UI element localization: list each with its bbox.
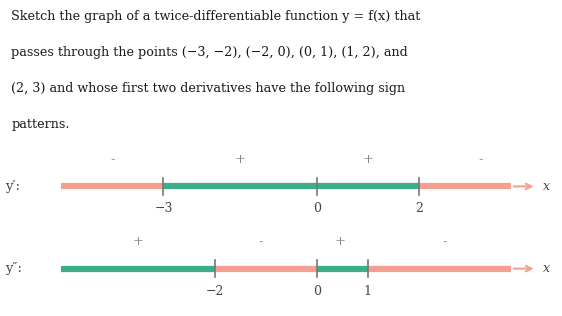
Text: +: + bbox=[362, 153, 373, 166]
Text: +: + bbox=[234, 153, 246, 166]
Text: -: - bbox=[110, 153, 115, 166]
Text: +: + bbox=[334, 235, 345, 248]
Text: −2: −2 bbox=[205, 284, 224, 298]
Text: patterns.: patterns. bbox=[11, 118, 70, 131]
Text: y″:: y″: bbox=[5, 262, 22, 275]
Text: -: - bbox=[478, 153, 483, 166]
Text: y′:: y′: bbox=[5, 180, 20, 193]
Text: +: + bbox=[133, 235, 143, 248]
Text: 0: 0 bbox=[313, 284, 321, 298]
Text: -: - bbox=[442, 235, 447, 248]
Text: x: x bbox=[539, 180, 550, 193]
Text: 1: 1 bbox=[364, 284, 372, 298]
Text: 2: 2 bbox=[415, 202, 423, 216]
Text: 0: 0 bbox=[313, 202, 321, 216]
Text: passes through the points (−3, −2), (−2, 0), (0, 1), (1, 2), and: passes through the points (−3, −2), (−2,… bbox=[11, 46, 408, 59]
Text: -: - bbox=[259, 235, 263, 248]
Text: −3: −3 bbox=[154, 202, 173, 216]
Text: Sketch the graph of a twice-differentiable function y = f(x) that: Sketch the graph of a twice-differentiab… bbox=[11, 10, 420, 23]
Text: x: x bbox=[539, 262, 550, 275]
Text: (2, 3) and whose first two derivatives have the following sign: (2, 3) and whose first two derivatives h… bbox=[11, 82, 405, 95]
